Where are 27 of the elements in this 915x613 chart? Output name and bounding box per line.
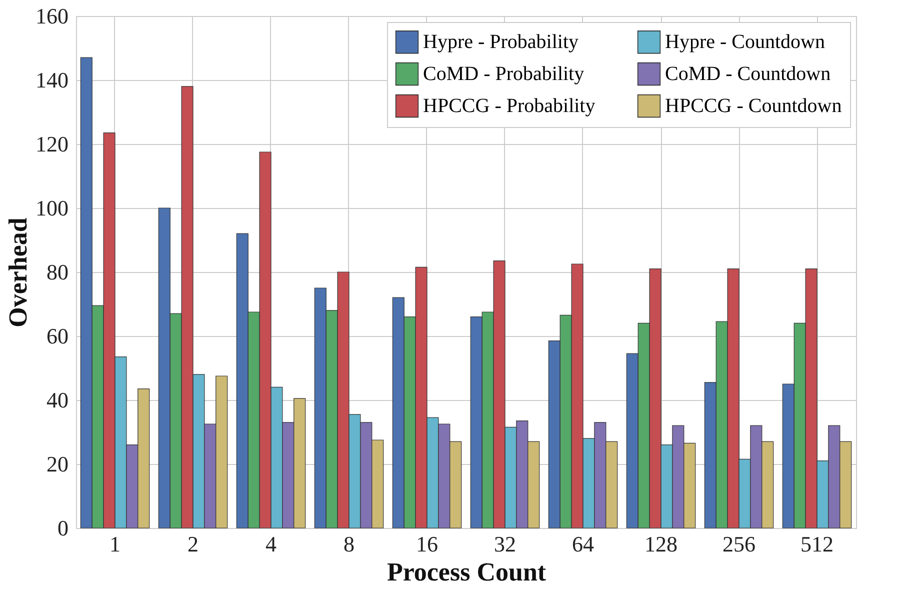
legend-label: HPCCG - Countdown: [665, 95, 842, 117]
y-tick-label: 140: [36, 68, 68, 92]
y-tick-label: 0: [58, 516, 68, 540]
y-tick-label: 120: [36, 132, 68, 156]
x-tick-label: 2: [188, 532, 198, 556]
y-tick-label: 60: [46, 324, 68, 348]
y-tick-label: 160: [36, 4, 68, 28]
x-tick-label: 16: [416, 532, 438, 556]
x-tick-label: 512: [800, 532, 834, 556]
x-tick-label: 32: [494, 532, 516, 556]
y-tick-label: 40: [46, 388, 68, 412]
legend-label: CoMD - Countdown: [665, 63, 831, 85]
x-axis-title: Process Count: [386, 558, 546, 586]
x-tick-label: 128: [644, 532, 678, 556]
y-axis-title: Overhead: [4, 217, 32, 328]
legend-label: CoMD - Probability: [423, 63, 584, 85]
y-tick-label: 20: [46, 452, 68, 476]
legend-label: HPCCG - Probability: [423, 95, 596, 117]
legend-label: Hypre - Probability: [423, 31, 579, 54]
x-tick-label: 8: [344, 532, 354, 556]
x-tick-label: 64: [572, 532, 594, 556]
x-tick-label: 4: [266, 532, 276, 556]
x-tick-label: 1: [110, 532, 120, 556]
y-tick-label: 100: [36, 196, 68, 220]
x-tick-label: 256: [722, 532, 756, 556]
y-tick-label: 80: [46, 260, 68, 284]
legend-label: Hypre - Countdown: [665, 31, 825, 54]
